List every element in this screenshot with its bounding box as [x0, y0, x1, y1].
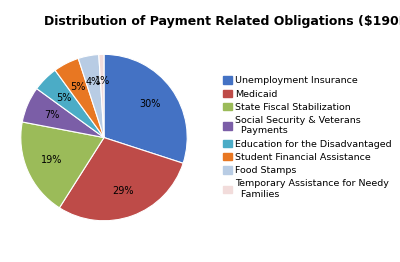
Wedge shape — [99, 54, 104, 138]
Wedge shape — [21, 122, 104, 208]
Wedge shape — [22, 89, 104, 138]
Text: 5%: 5% — [56, 92, 72, 102]
Text: 7%: 7% — [44, 110, 60, 120]
Text: 30%: 30% — [139, 99, 160, 109]
Wedge shape — [60, 138, 183, 221]
Wedge shape — [78, 54, 104, 138]
Text: 5%: 5% — [71, 82, 86, 92]
Text: 19%: 19% — [41, 155, 63, 165]
Text: 4%: 4% — [86, 77, 101, 87]
Text: 1%: 1% — [94, 76, 110, 86]
Wedge shape — [104, 54, 187, 163]
Text: 29%: 29% — [112, 186, 134, 196]
Legend: Unemployment Insurance, Medicaid, State Fiscal Stabilization, Social Security & : Unemployment Insurance, Medicaid, State … — [223, 76, 392, 199]
Wedge shape — [55, 58, 104, 138]
Wedge shape — [37, 70, 104, 138]
Title: Distribution of Payment Related Obligations ($190B): Distribution of Payment Related Obligati… — [44, 15, 400, 28]
